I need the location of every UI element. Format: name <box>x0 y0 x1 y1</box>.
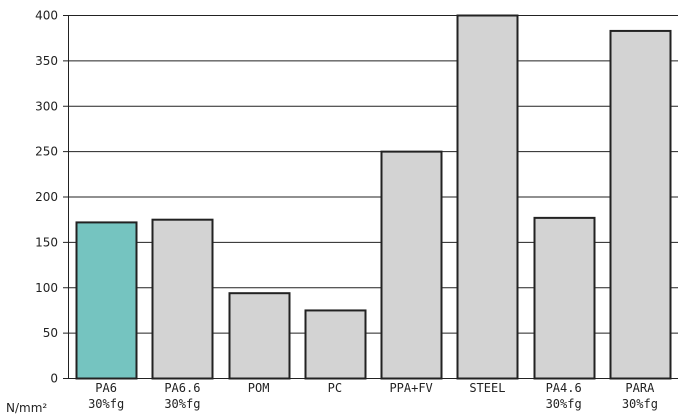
x-tick-label: PC <box>328 381 342 395</box>
bar-para <box>609 29 672 380</box>
x-tick-label: STEEL <box>469 381 505 395</box>
y-tick-labels: 0 50 100 150 200 250 300 350 400 <box>35 9 58 386</box>
bar-ppa-fv <box>380 150 443 380</box>
y-tick-label: 250 <box>35 145 58 159</box>
y-axis-unit-label: N/mm² <box>6 401 47 415</box>
x-tick-label: PA6 <box>95 381 117 395</box>
axes <box>63 15 678 379</box>
y-tick-label: 150 <box>35 235 58 249</box>
y-tick-label: 350 <box>35 54 58 68</box>
bar-pc <box>304 309 367 380</box>
bars <box>75 14 672 380</box>
bar-pa6-6 <box>151 218 214 380</box>
bar-pom <box>228 292 291 380</box>
y-tick-label: 50 <box>43 326 58 340</box>
x-tick-label: PARA <box>625 381 655 395</box>
x-tick-label: 30%fg <box>164 397 200 411</box>
bar-pa6 <box>75 221 138 380</box>
x-tick-labels: PA6 30%fg PA6.6 30%fg POM PC PPA+FV STEEL PA4.6 3… <box>88 381 658 411</box>
x-tick-label: PA6.6 <box>164 381 200 395</box>
bar-steel <box>456 14 519 380</box>
y-tick-label: 400 <box>35 9 58 23</box>
x-tick-label: 30%fg <box>622 397 658 411</box>
x-tick-label: PPA+FV <box>389 381 432 395</box>
y-tick-label: 300 <box>35 99 58 113</box>
x-tick-label: PA4.6 <box>546 381 582 395</box>
x-tick-label: POM <box>248 381 270 395</box>
y-tick-label: 100 <box>35 281 58 295</box>
x-tick-label: 30%fg <box>88 397 124 411</box>
y-tick-label: 200 <box>35 190 58 204</box>
x-tick-label: 30%fg <box>546 397 582 411</box>
y-tick-label: 0 <box>50 372 58 386</box>
bar-pa4-6 <box>533 216 596 380</box>
